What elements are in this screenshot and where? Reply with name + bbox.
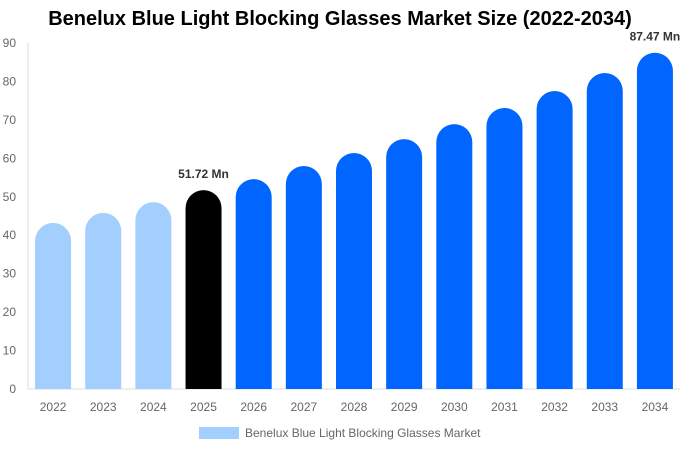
x-tick-label: 2023 — [90, 400, 117, 414]
x-tick-label: 2033 — [591, 400, 618, 414]
x-tick-label: 2028 — [341, 400, 368, 414]
bar-2023[interactable] — [85, 212, 122, 389]
y-tick-label: 20 — [3, 305, 17, 319]
x-tick-label: 2027 — [290, 400, 317, 414]
x-tick-label: 2026 — [240, 400, 267, 414]
bar-2029[interactable] — [386, 139, 423, 389]
bar-2022[interactable] — [35, 222, 72, 389]
y-tick-label: 10 — [3, 344, 17, 358]
x-tick-label: 2024 — [140, 400, 167, 414]
bar-2033[interactable] — [586, 72, 623, 389]
y-tick-label: 80 — [3, 74, 17, 88]
x-tick-label: 2034 — [642, 400, 669, 414]
bar-2024[interactable] — [135, 202, 172, 389]
y-tick-label: 60 — [3, 151, 17, 165]
legend-swatch — [199, 427, 239, 439]
bar-2027[interactable] — [285, 166, 322, 389]
bar-2032[interactable] — [536, 91, 573, 390]
data-label-2034: 87.47 Mn — [630, 30, 680, 44]
chart-title: Benelux Blue Light Blocking Glasses Mark… — [48, 8, 632, 30]
legend-label: Benelux Blue Light Blocking Glasses Mark… — [245, 426, 481, 440]
x-tick-label: 2032 — [541, 400, 568, 414]
y-tick-label: 40 — [3, 228, 17, 242]
bar-2031[interactable] — [486, 107, 523, 390]
bar-2030[interactable] — [436, 124, 473, 389]
bar-2025[interactable] — [185, 190, 222, 389]
x-tick-label: 2025 — [190, 400, 217, 414]
data-label-2025: 51.72 Mn — [178, 167, 229, 181]
y-tick-label: 70 — [3, 113, 17, 127]
x-tick-label: 2029 — [391, 400, 418, 414]
x-tick-label: 2030 — [441, 400, 468, 414]
y-tick-label: 30 — [3, 267, 17, 281]
bar-2028[interactable] — [336, 152, 372, 389]
bar-2034[interactable] — [636, 52, 673, 390]
x-tick-label: 2031 — [491, 400, 518, 414]
y-tick-label: 0 — [9, 382, 16, 396]
legend[interactable]: Benelux Blue Light Blocking Glasses Mark… — [199, 426, 480, 440]
y-tick-label: 90 — [3, 36, 17, 50]
x-tick-label: 2022 — [40, 400, 67, 414]
y-tick-label: 50 — [3, 190, 17, 204]
bar-2026[interactable] — [235, 179, 272, 389]
